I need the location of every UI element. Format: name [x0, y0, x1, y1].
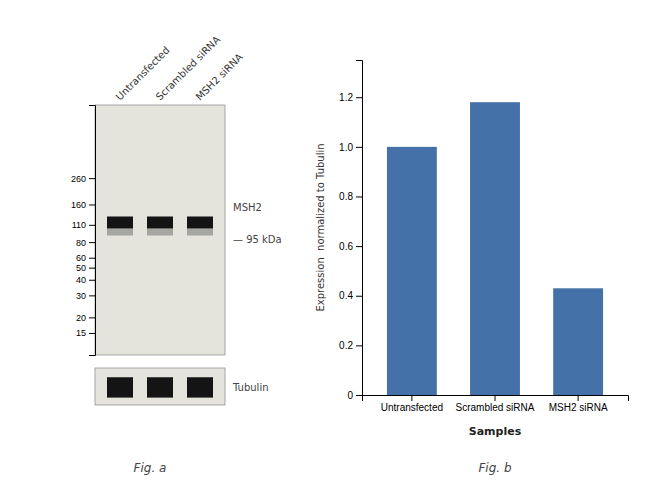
- tick-mark: [356, 345, 362, 346]
- band: [147, 377, 173, 397]
- tick-label: 15: [76, 328, 86, 338]
- tick-mark: [411, 395, 412, 401]
- panel-title: Fig. a: [134, 461, 167, 475]
- tick-mark: [89, 258, 95, 259]
- y-tick: 60: [76, 253, 95, 263]
- axis-line: [356, 61, 363, 396]
- x-tick: Untransfected: [381, 395, 443, 413]
- y-tick: 0.8: [339, 191, 362, 202]
- tick-mark: [89, 204, 95, 205]
- y-tick: 1.0: [339, 142, 362, 153]
- band: [187, 217, 213, 229]
- tick-mark: [356, 97, 362, 98]
- tick-mark: [89, 225, 95, 226]
- tick-mark: [495, 395, 496, 401]
- band: [147, 217, 173, 229]
- tick-label: 0.4: [339, 290, 353, 301]
- tick-mark: [356, 196, 362, 197]
- band-smear: [107, 229, 133, 236]
- band-smear: [147, 229, 173, 236]
- tick-label: 1.2: [339, 92, 353, 103]
- y-tick: 0.4: [339, 290, 362, 301]
- tick-mark: [89, 333, 95, 334]
- tick-mark: [356, 246, 362, 247]
- y-tick: 30: [76, 291, 95, 301]
- band: [107, 377, 133, 397]
- x-tick: MSH2 siRNA: [549, 395, 608, 413]
- y-tick: 0.6: [339, 241, 362, 252]
- tick-mark: [89, 268, 95, 269]
- tick-label: 30: [76, 291, 86, 301]
- tick-label: 20: [76, 313, 86, 323]
- x-axis-title: Samples: [469, 425, 522, 438]
- tick-mark: [578, 395, 579, 401]
- tick-label: 260: [71, 174, 86, 184]
- tick-label: Untransfected: [381, 402, 443, 413]
- tick-label: 80: [76, 237, 86, 247]
- tick-mark: [89, 317, 95, 318]
- bars: [387, 102, 603, 395]
- y-tick: 80: [76, 237, 95, 247]
- y-tick: 40: [76, 275, 95, 285]
- tick-label: 0.6: [339, 241, 353, 252]
- band-smear: [187, 229, 213, 236]
- y-tick: 1.2: [339, 92, 362, 103]
- tick-label: 0.2: [339, 340, 353, 351]
- tick-mark: [89, 280, 95, 281]
- annotation: — 95 kDa: [233, 234, 282, 245]
- tick-label: 1.0: [339, 142, 353, 153]
- tick-label: Scrambled siRNA: [456, 402, 535, 413]
- axis-line: [89, 106, 96, 356]
- tick-label: 40: [76, 275, 86, 285]
- y-tick: 110: [72, 220, 95, 230]
- band: [187, 377, 213, 397]
- figure: 260 160 110 80 6050 40 30 20 15 Untransfected Scra…: [0, 0, 650, 491]
- bar: [553, 288, 603, 395]
- blot-panel: 26016011080605040302015UntransfectedScra…: [71, 34, 282, 475]
- lanes: [107, 217, 213, 398]
- band: [107, 217, 133, 229]
- ladder-axis: 260 160 110 80 6050 40 30 20 15: [71, 106, 96, 356]
- y-tick: 20: [76, 313, 95, 323]
- tick-mark: [89, 295, 95, 296]
- tick-label: 50: [76, 263, 86, 273]
- panel-title: Fig. b: [478, 461, 511, 475]
- tick-mark: [89, 178, 95, 179]
- tick-label: MSH2 siRNA: [549, 402, 608, 413]
- annotation: Tubulin: [232, 382, 269, 393]
- y-axis: 0 0.2 0.4 0.6 0.8 1.0 1.2: [339, 61, 362, 401]
- annotation: MSH2: [233, 202, 262, 213]
- y-tick: 15: [76, 328, 95, 338]
- bar: [470, 102, 520, 395]
- tick-mark: [356, 296, 362, 297]
- tick-mark: [356, 147, 362, 148]
- x-axis: Untransfected Scrambled siRNA MSH2 siRNA: [363, 395, 629, 413]
- tick-label: 160: [71, 200, 86, 210]
- blot-membrane: [95, 368, 225, 405]
- tick-mark: [89, 242, 95, 243]
- y-tick: 260: [71, 174, 95, 184]
- tick-label: 0.8: [339, 191, 353, 202]
- bar-panel: 0 0.2 0.4 0.6 0.8 1.0 1.2 Untransfected Scramble…: [315, 61, 629, 476]
- y-tick: 0: [347, 390, 362, 401]
- tick-label: 110: [72, 220, 86, 230]
- lane-label: Scrambled siRNA: [154, 34, 223, 103]
- y-axis-title: Expression normalized to Tubulin: [315, 143, 326, 311]
- axis-line: [363, 396, 629, 402]
- tick-label: 0: [347, 390, 353, 401]
- y-tick: 160: [71, 200, 95, 210]
- tick-mark: [356, 395, 362, 396]
- x-tick: Scrambled siRNA: [456, 395, 535, 413]
- bar: [387, 147, 437, 395]
- y-tick: 50: [76, 263, 95, 273]
- blot-membrane: [95, 105, 225, 355]
- lane-label: MSH2 siRNA: [194, 51, 245, 102]
- y-tick: 0.2: [339, 340, 362, 351]
- tick-label: 60: [76, 253, 86, 263]
